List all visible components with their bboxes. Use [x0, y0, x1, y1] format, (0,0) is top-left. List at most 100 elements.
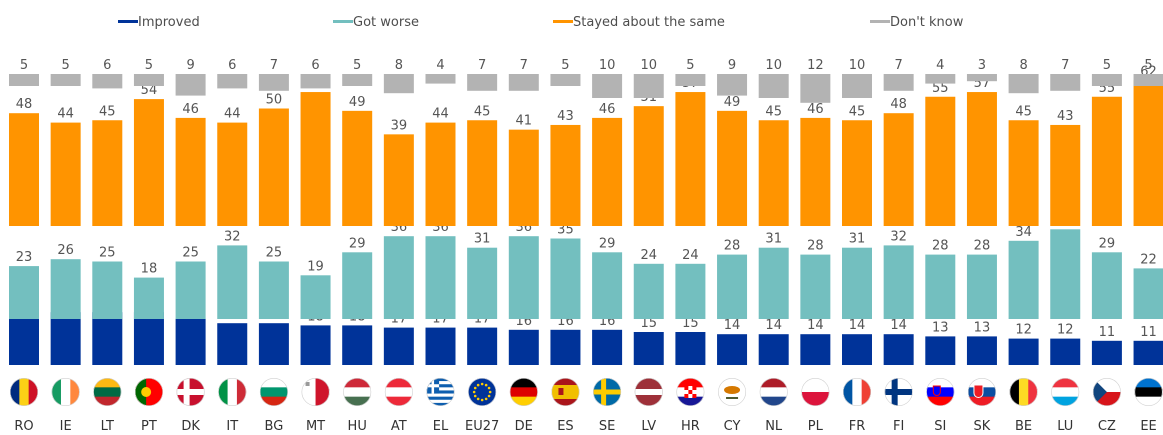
value-label-improved: 13 — [932, 320, 949, 335]
value-label-stayed-same: 48 — [890, 97, 907, 112]
bar-improved — [9, 310, 39, 365]
bar-improved — [1091, 340, 1122, 365]
bar-dont-know — [592, 74, 623, 98]
bar-improved — [1050, 338, 1081, 365]
bar-improved — [550, 329, 581, 365]
category-label: NL — [765, 419, 783, 434]
bar-dont-know — [133, 74, 164, 86]
bar-stayed-same — [175, 117, 206, 226]
bar-dont-know — [217, 74, 248, 89]
bar-dont-know — [883, 74, 914, 91]
bar-dont-know — [467, 74, 498, 91]
bar-got-worse — [133, 277, 164, 319]
bar-got-worse — [592, 252, 623, 319]
bar-stayed-same — [633, 106, 664, 226]
bar-improved — [758, 334, 789, 365]
bar-dont-know — [342, 74, 373, 86]
bar-got-worse — [1133, 268, 1163, 319]
category-label: RO — [14, 419, 33, 434]
flag-el-icon — [426, 377, 455, 406]
category-label: MT — [306, 419, 325, 434]
value-label-dont-know: 3 — [978, 58, 986, 73]
category-label: SK — [974, 419, 991, 434]
value-label-got-worse: 23 — [16, 250, 33, 265]
value-label-improved: 12 — [1057, 323, 1074, 338]
value-label-stayed-same: 46 — [807, 102, 824, 117]
legend-item-1: Got worse — [333, 15, 419, 30]
bar-got-worse — [175, 261, 206, 319]
flag-cz-icon — [1092, 377, 1121, 406]
flag-pt-icon — [134, 377, 163, 406]
bar-improved — [675, 332, 706, 365]
category-label: AT — [391, 419, 407, 434]
bar-got-worse — [550, 238, 581, 319]
flag-hr-icon — [676, 377, 705, 406]
bar-group-NL: 14 31 45 10 — [758, 58, 789, 365]
value-label-got-worse: 34 — [1015, 225, 1032, 240]
legend-label: Don't know — [890, 15, 964, 30]
bar-got-worse — [50, 259, 81, 319]
bar-stayed-same — [342, 110, 373, 226]
bar-stayed-same — [50, 122, 81, 226]
value-label-dont-know: 5 — [686, 58, 694, 73]
bar-improved — [133, 312, 164, 365]
bar-group-SI: 13 28 55 4 — [925, 58, 956, 365]
value-label-stayed-same: 43 — [1057, 109, 1074, 124]
bar-improved — [467, 327, 498, 365]
flag-ie-icon — [51, 377, 80, 406]
bar-improved — [800, 334, 831, 365]
bar-group-IT: 1932446 — [217, 58, 248, 365]
bar-stayed-same — [592, 117, 623, 226]
bar-stayed-same — [883, 113, 914, 226]
bar-stayed-same — [300, 92, 331, 226]
value-label-got-worse: 28 — [974, 239, 991, 254]
category-label: BE — [1015, 419, 1032, 434]
flag-si-icon — [926, 377, 955, 406]
value-label-dont-know: 10 — [765, 58, 782, 73]
bar-stayed-same — [842, 120, 872, 226]
value-label-dont-know: 10 — [849, 58, 866, 73]
category-label: PL — [808, 419, 824, 434]
value-label-stayed-same: 43 — [557, 109, 574, 124]
value-label-got-worse: 26 — [57, 243, 74, 258]
value-label-got-worse: 19 — [307, 259, 324, 274]
bar-group-RO: 2523485 — [9, 58, 39, 365]
bar-group-BE: 12 34 45 8 — [1008, 58, 1039, 365]
value-label-got-worse: 25 — [266, 246, 283, 261]
bar-improved — [925, 336, 956, 365]
value-label-improved: 14 — [765, 318, 782, 333]
category-label: FI — [893, 419, 904, 434]
value-label-got-worse: 31 — [474, 232, 491, 247]
bar-group-CY: 14 28 49 9 — [717, 58, 748, 365]
category-label: EL — [433, 419, 449, 434]
value-label-stayed-same: 46 — [182, 102, 199, 117]
legend-label: Improved — [138, 15, 200, 30]
bar-group-DK: 2125469 — [175, 58, 206, 365]
bar-got-worse — [467, 247, 498, 319]
bar-got-worse — [342, 252, 373, 319]
flag-se-icon — [593, 377, 622, 406]
value-label-dont-know: 7 — [478, 58, 486, 73]
flag-lv-icon — [634, 377, 663, 406]
value-label-stayed-same: 39 — [391, 118, 408, 133]
bar-got-worse — [966, 254, 997, 319]
bar-group-HU: 1829495 — [342, 58, 373, 365]
value-label-dont-know: 7 — [520, 58, 528, 73]
flag-lt-icon — [93, 377, 122, 406]
bar-stayed-same — [966, 92, 997, 226]
value-label-stayed-same: 50 — [266, 93, 283, 108]
bar-dont-know — [175, 74, 206, 96]
flag-ee-icon — [1134, 377, 1163, 406]
bar-stayed-same — [1008, 120, 1039, 226]
bar-dont-know — [842, 74, 872, 98]
bar-improved — [1008, 338, 1039, 365]
value-label-got-worse: 29 — [1099, 236, 1116, 251]
bar-improved — [1133, 340, 1163, 365]
value-label-dont-know: 10 — [640, 58, 657, 73]
bar-dont-know — [966, 74, 997, 82]
value-label-stayed-same: 45 — [99, 104, 116, 119]
flag-bg-icon — [259, 377, 288, 406]
value-label-dont-know: 5 — [62, 58, 70, 73]
bar-improved — [966, 336, 997, 365]
